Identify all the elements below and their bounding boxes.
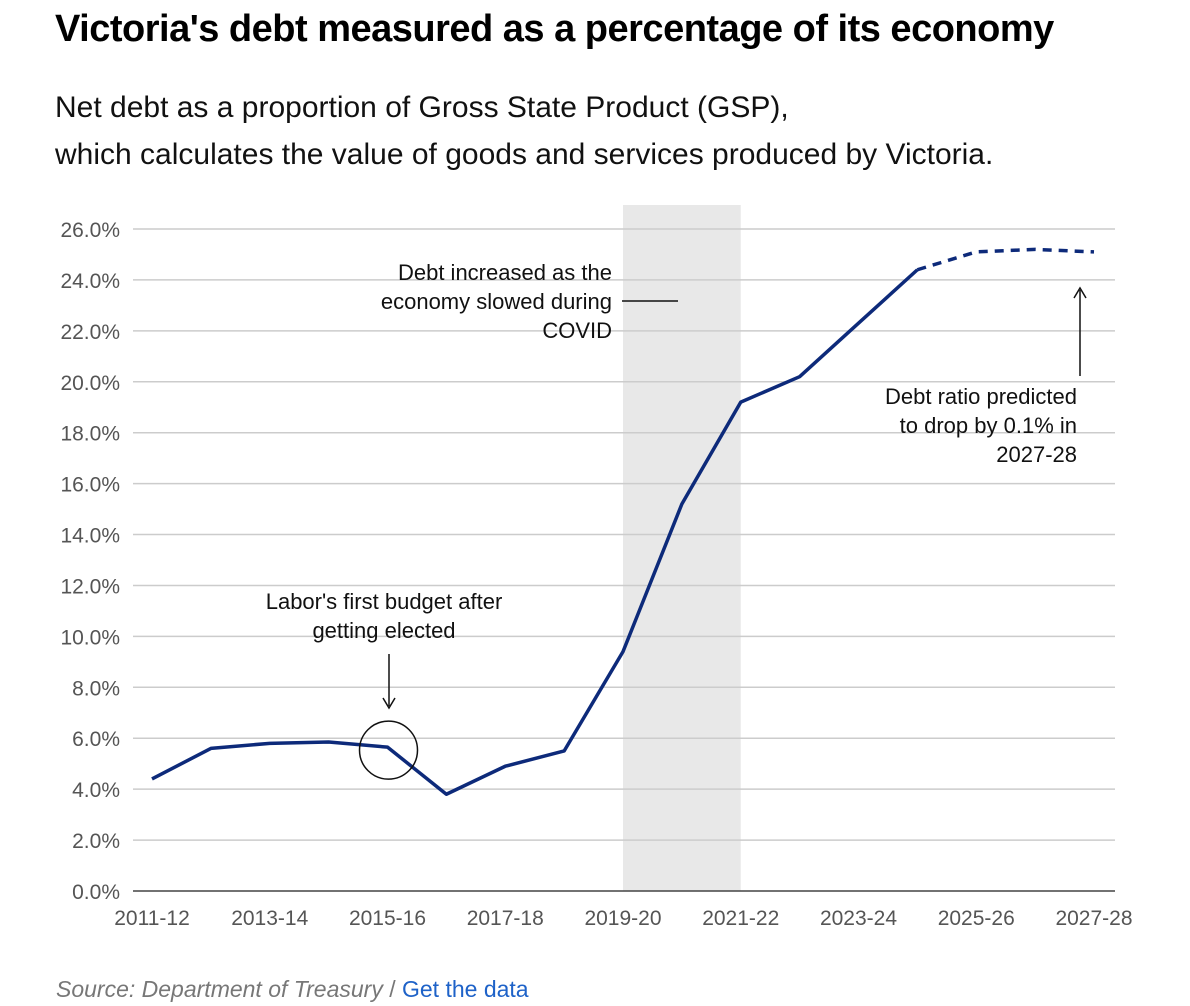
forecast-annotation-text: to drop by 0.1% in: [900, 413, 1077, 438]
y-tick-label: 14.0%: [60, 525, 120, 548]
x-tick-label: 2021-22: [702, 907, 779, 930]
chart-footer: Source: Department of Treasury / Get the…: [56, 976, 529, 1003]
forecast-arrow-head: [1073, 286, 1087, 299]
y-tick-label: 6.0%: [72, 728, 120, 751]
y-tick-label: 0.0%: [72, 881, 120, 904]
y-tick-label: 18.0%: [60, 423, 120, 446]
x-tick-label: 2027-28: [1055, 907, 1132, 930]
y-tick-label: 4.0%: [72, 779, 120, 802]
x-tick-label: 2017-18: [467, 907, 544, 930]
footer-separator: /: [389, 976, 396, 1002]
budget-arrow-head: [382, 697, 396, 710]
y-tick-label: 26.0%: [60, 219, 120, 242]
y-tick-label: 24.0%: [60, 270, 120, 293]
chart-subtitle: Net debt as a proportion of Gross State …: [55, 84, 993, 178]
covid-shaded-region: [623, 205, 741, 891]
y-tick-label: 12.0%: [60, 575, 120, 598]
y-tick-label: 8.0%: [72, 677, 120, 700]
get-the-data-link[interactable]: Get the data: [402, 976, 529, 1002]
source-note: Source: Department of Treasury: [56, 976, 383, 1002]
y-tick-label: 2.0%: [72, 830, 120, 853]
covid-annotation-text: COVID: [542, 318, 612, 343]
x-tick-label: 2013-14: [231, 907, 308, 930]
forecast-annotation-text: 2027-28: [996, 442, 1077, 467]
x-tick-label: 2025-26: [938, 907, 1015, 930]
budget-annotation-text: getting elected: [312, 618, 455, 643]
projected-series-line: [916, 247, 1095, 272]
chart-title: Victoria's debt measured as a percentage…: [55, 8, 1054, 50]
budget-annotation-text: Labor's first budget after: [266, 589, 503, 614]
covid-annotation-text: Debt increased as the: [398, 260, 612, 285]
x-tick-label: 2011-12: [114, 907, 190, 930]
forecast-annotation-text: Debt ratio predicted: [885, 384, 1077, 409]
covid-annotation-text: economy slowed during: [381, 289, 612, 314]
x-tick-label: 2019-20: [584, 907, 661, 930]
budget-highlight-circle: [358, 720, 419, 780]
x-tick-label: 2023-24: [820, 907, 897, 930]
actual-series-line: [151, 268, 919, 796]
y-tick-label: 22.0%: [60, 321, 120, 344]
subtitle-line-2: which calculates the value of goods and …: [55, 138, 994, 171]
y-tick-label: 10.0%: [60, 626, 120, 649]
subtitle-line-1: Net debt as a proportion of Gross State …: [55, 91, 789, 124]
x-tick-label: 2015-16: [349, 907, 426, 930]
y-tick-label: 20.0%: [60, 372, 120, 395]
y-tick-label: 16.0%: [60, 474, 120, 497]
